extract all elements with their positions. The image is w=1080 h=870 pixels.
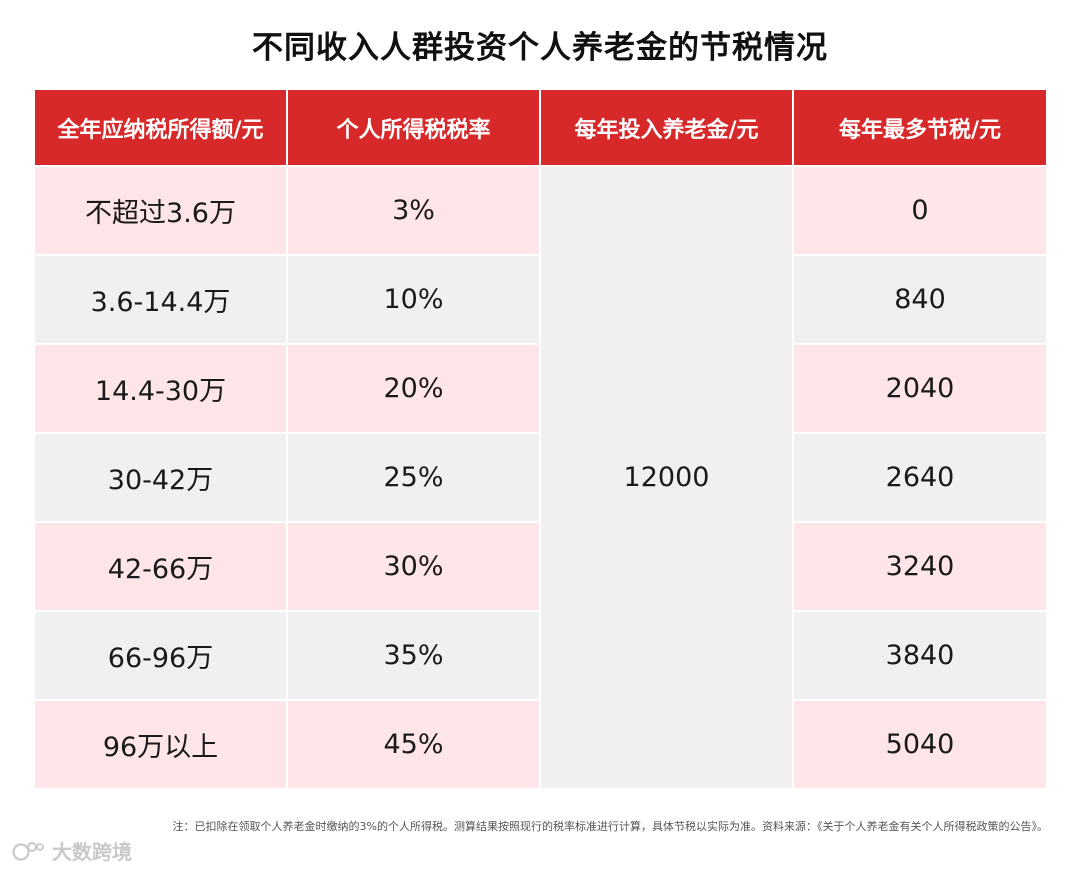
rate-cell: 45% [288, 701, 539, 788]
saving-cell: 3840 [794, 612, 1046, 699]
saving-cell: 5040 [794, 701, 1046, 788]
income-cell: 42-66万 [35, 523, 286, 610]
saving-cell: 0 [794, 167, 1046, 254]
header-investment: 每年投入养老金/元 [541, 90, 792, 165]
header-rate: 个人所得税税率 [288, 90, 539, 165]
income-cell: 66-96万 [35, 612, 286, 699]
rate-cell: 30% [288, 523, 539, 610]
income-cell: 3.6-14.4万 [35, 256, 286, 343]
header-saving: 每年最多节税/元 [794, 90, 1046, 165]
saving-cell: 840 [794, 256, 1046, 343]
footnote: 注：已扣除在领取个人养老金时缴纳的3%的个人所得税。测算结果按照现行的税率标准进… [172, 820, 1048, 833]
saving-cell: 2640 [794, 434, 1046, 521]
rate-cell: 25% [288, 434, 539, 521]
income-cell: 14.4-30万 [35, 345, 286, 432]
watermark-text: 大数跨境 [52, 840, 132, 864]
tax-savings-table: 全年应纳税所得额/元 个人所得税税率 每年投入养老金/元 每年最多节税/元 12… [35, 90, 1046, 788]
investment-cell: 12000 [541, 167, 792, 788]
watermark-logo-icon [12, 841, 44, 861]
income-cell: 96万以上 [35, 701, 286, 788]
income-cell: 不超过3.6万 [35, 167, 286, 254]
saving-cell: 3240 [794, 523, 1046, 610]
page-title: 不同收入人群投资个人养老金的节税情况 [252, 30, 828, 66]
rate-cell: 20% [288, 345, 539, 432]
rate-cell: 3% [288, 167, 539, 254]
saving-cell: 2040 [794, 345, 1046, 432]
rate-cell: 35% [288, 612, 539, 699]
watermark: 大数跨境 [12, 836, 132, 865]
income-cell: 30-42万 [35, 434, 286, 521]
header-income: 全年应纳税所得额/元 [35, 90, 286, 165]
rate-cell: 10% [288, 256, 539, 343]
